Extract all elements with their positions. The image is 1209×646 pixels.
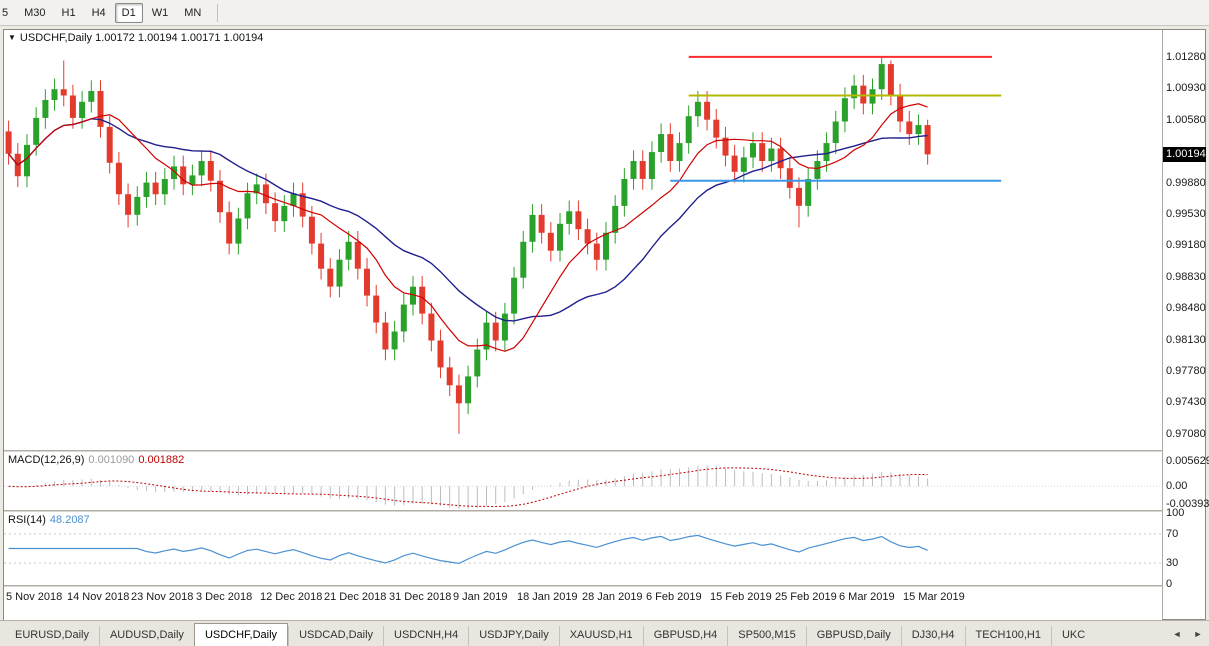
pane-splitter[interactable] [4,450,1205,452]
time-axis-label: 6 Mar 2019 [839,591,895,603]
chart-tabs: EURUSD,Daily AUDUSD,Daily USDCHF,Daily USDC… [0,623,1165,646]
main-chart-pane[interactable]: ▼ USDCHF,Daily 1.00172 1.00194 1.00171 1.… [4,30,1162,450]
time-axis-label: 12 Dec 2018 [260,591,323,603]
rsi-chart-svg[interactable] [4,512,1162,585]
timeframe-button-d1[interactable]: D1 [114,2,143,23]
toolbar-separator [217,3,219,22]
macd-axis-label: -0.003937 [1166,498,1209,510]
time-axis-label: 5 Nov 2018 [6,591,63,603]
time-axis-label: 31 Dec 2018 [389,591,452,603]
chart-tab-ukc[interactable]: UKC [1050,626,1095,646]
pane-splitter[interactable] [4,510,1205,512]
timeframe-button-h1[interactable]: H1 [61,6,76,19]
rsi-label: RSI(14) 48.2087 [8,514,94,526]
chart-tab-usdcnh-h4[interactable]: USDCNH,H4 [383,626,468,646]
timeframe-toolbar: 5 M30 H1 H4 D1 W1 MN [0,0,1209,26]
rsi-indicator-name: RSI(14) [8,514,46,526]
price-axis-label: 1.00580 [1166,114,1206,126]
macd-axis-label: 0.00 [1166,480,1188,492]
rsi-axis-label: 30 [1166,557,1179,569]
chart-tab-sp500-m15[interactable]: SP500,M15 [727,626,805,646]
price-axis-label: 0.97430 [1166,396,1206,408]
symbol-marker-icon: ▼ [8,33,16,42]
time-axis-label: 9 Jan 2019 [453,591,508,603]
macd-signal-value: 0.001882 [138,454,185,466]
pane-splitter[interactable] [4,585,1205,587]
timeframe-button-m30[interactable]: M30 [24,6,46,19]
current-price-badge: 1.00194 [1163,147,1206,162]
chart-tab-gbpusd-h4[interactable]: GBPUSD,H4 [642,626,728,646]
rsi-value: 48.2087 [49,514,90,526]
time-axis-label: 6 Feb 2019 [646,591,702,603]
macd-chart-svg[interactable] [4,452,1162,510]
chart-tab-usdchf-daily[interactable]: USDCHF,Daily [193,623,289,646]
timeframe-button-mn[interactable]: MN [184,6,202,19]
price-axis-label: 0.98830 [1166,271,1206,283]
time-axis-label: 14 Nov 2018 [67,591,130,603]
price-axis-label: 0.99180 [1166,239,1206,251]
chart-tab-xauusd-h1[interactable]: XAUUSD,H1 [558,626,643,646]
price-axis-label: 0.98480 [1166,302,1206,314]
chart-tab-usdjpy-daily[interactable]: USDJPY,Daily [468,626,559,646]
macd-axis-label: 0.005629 [1166,455,1209,467]
rsi-axis-label: 70 [1166,528,1179,540]
price-axis-label: 0.99530 [1166,208,1206,220]
time-axis-label: 21 Dec 2018 [324,591,387,603]
time-axis[interactable]: 5 Nov 2018 14 Nov 2018 23 Nov 2018 3 Dec 20… [4,587,1162,621]
macd-pane[interactable]: MACD(12,26,9) 0.001090 0.001882 [4,452,1162,510]
chart-tab-dj30-h4[interactable]: DJ30,H4 [900,626,965,646]
chart-tab-usdcad-daily[interactable]: USDCAD,Daily [288,626,383,646]
tab-scroll-right-icon[interactable]: ► [1193,629,1203,639]
macd-indicator-name: MACD(12,26,9) [8,454,85,466]
time-axis-label: 15 Feb 2019 [710,591,772,603]
timeframe-button-5[interactable]: 5 [2,6,9,19]
chart-tab-tech100-h1[interactable]: TECH100,H1 [964,626,1051,646]
rsi-axis-label: 100 [1166,507,1185,519]
price-axis-label: 0.98130 [1166,334,1206,346]
price-axis-label: 0.97780 [1166,365,1206,377]
tab-scroll-buttons: ◄ ► [1169,625,1206,642]
chart-title-text: USDCHF,Daily 1.00172 1.00194 1.00171 1.0… [19,32,264,44]
chart-tab-eurusd-daily[interactable]: EURUSD,Daily [15,629,89,641]
time-axis-label: 18 Jan 2019 [517,591,578,603]
timeframe-button-w1[interactable]: W1 [151,6,169,19]
time-axis-label: 25 Feb 2019 [775,591,837,603]
rsi-pane[interactable]: RSI(14) 48.2087 [4,512,1162,585]
chart-tab-audusd-daily[interactable]: AUDUSD,Daily [98,626,194,646]
rsi-axis-label: 0 [1166,578,1173,590]
time-axis-label: 3 Dec 2018 [196,591,253,603]
time-axis-label: 28 Jan 2019 [582,591,643,603]
price-axis-label: 0.99880 [1166,177,1206,189]
time-axis-label: 15 Mar 2019 [903,591,965,603]
macd-main-value: 0.001090 [88,454,135,466]
chart-window: ▼ USDCHF,Daily 1.00172 1.00194 1.00171 1.… [3,29,1209,621]
timeframe-button-h4[interactable]: H4 [91,6,106,19]
price-axis-label: 1.00930 [1166,82,1206,94]
timeframe-buttons: 5 M30 H1 H4 D1 W1 MN [0,2,209,23]
chart-tab-gbpusd-daily[interactable]: GBPUSD,Daily [805,626,901,646]
time-axis-label: 23 Nov 2018 [131,591,194,603]
chart-title: ▼ USDCHF,Daily 1.00172 1.00194 1.00171 1.… [8,32,267,44]
macd-label: MACD(12,26,9) 0.001090 0.001882 [8,454,188,466]
chart-tab-bar: EURUSD,Daily AUDUSD,Daily USDCHF,Daily USDC… [0,620,1209,646]
price-axis[interactable]: 1.00194 1.01280 1.00930 1.00580 0.99880 0.99… [1162,30,1209,619]
price-axis-label: 1.01280 [1166,51,1206,63]
tab-scroll-left-icon[interactable]: ◄ [1172,629,1182,639]
candlestick-chart-svg[interactable] [4,30,1162,450]
price-axis-label: 0.97080 [1166,428,1206,440]
